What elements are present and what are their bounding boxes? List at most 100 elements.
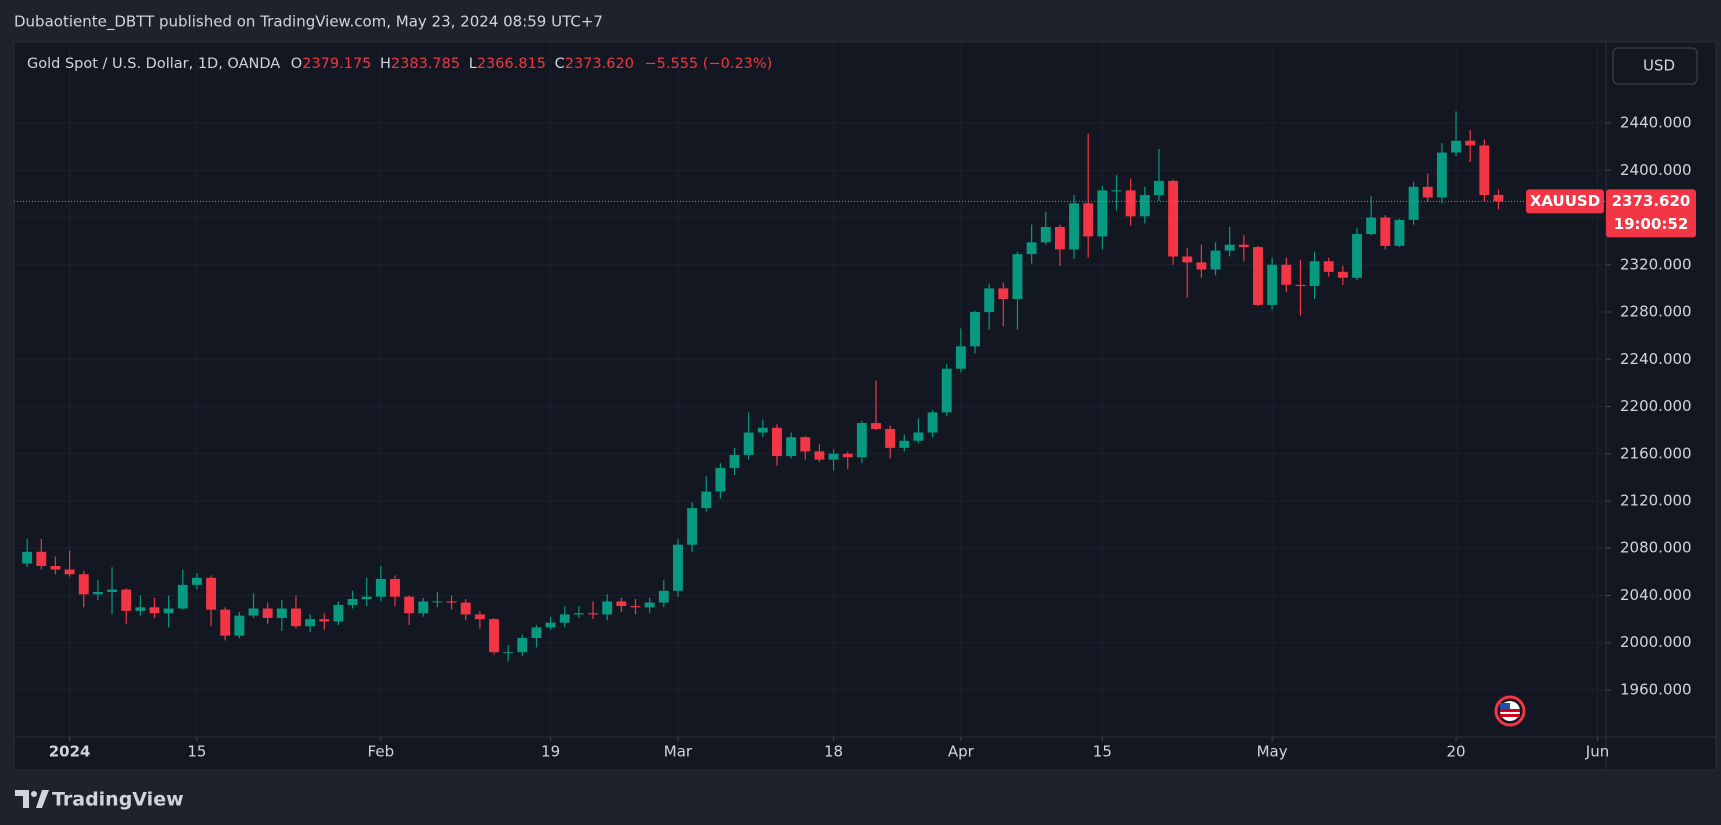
candle-body bbox=[1238, 244, 1249, 248]
candle-body bbox=[1026, 242, 1037, 255]
candle-body bbox=[1352, 234, 1362, 278]
candle-body bbox=[446, 601, 457, 603]
candle-body bbox=[460, 602, 471, 615]
ohlc-label: L bbox=[469, 56, 477, 72]
candle-body bbox=[474, 614, 485, 620]
candle-body bbox=[191, 577, 202, 585]
candle-body bbox=[517, 638, 528, 653]
candle-body bbox=[404, 596, 415, 614]
candle-body bbox=[955, 346, 966, 369]
candle-body bbox=[1253, 247, 1263, 305]
x-tick-label: 2024 bbox=[49, 743, 91, 761]
y-tick-label: 2160.000 bbox=[1620, 444, 1692, 462]
candle-body bbox=[1083, 203, 1094, 237]
y-tick-label: 1960.000 bbox=[1620, 680, 1692, 698]
candle-body bbox=[814, 451, 825, 460]
x-tick-label: 19 bbox=[541, 743, 560, 761]
symbol-title: Gold Spot / U.S. Dollar, 1D, OANDA bbox=[27, 56, 280, 72]
candle-body bbox=[871, 423, 881, 429]
candle-body bbox=[220, 609, 231, 636]
candle-body bbox=[1012, 254, 1023, 300]
ohlc-value: 2366.815 bbox=[477, 56, 546, 72]
candle-body bbox=[333, 604, 344, 622]
candle-body bbox=[1224, 244, 1235, 251]
candle-body bbox=[1069, 203, 1080, 250]
candle-body bbox=[78, 574, 89, 595]
candle-body bbox=[163, 608, 174, 614]
y-tick-label: 2240.000 bbox=[1620, 350, 1692, 368]
candle-body bbox=[701, 491, 712, 509]
candle-body bbox=[1422, 186, 1433, 198]
publisher-header: Dubaotiente_DBTT published on TradingVie… bbox=[14, 13, 603, 32]
candle-body bbox=[927, 412, 938, 433]
candle-body bbox=[842, 453, 853, 458]
symbol-tag: XAUUSD bbox=[1530, 192, 1600, 210]
candle-body bbox=[1054, 226, 1065, 250]
candle-body bbox=[177, 584, 188, 609]
ohlc-label: C bbox=[555, 56, 565, 72]
candle-body bbox=[545, 622, 556, 628]
candle-body bbox=[1465, 140, 1476, 146]
countdown: 19:00:52 bbox=[1614, 215, 1689, 233]
y-tick-label: 2120.000 bbox=[1620, 492, 1692, 510]
candle-body bbox=[432, 601, 443, 603]
change: −5.555 (−0.23%) bbox=[645, 56, 773, 72]
symbol-tag-box bbox=[1526, 189, 1604, 214]
candle-body bbox=[1295, 284, 1306, 287]
candle-body bbox=[121, 589, 132, 611]
x-tick-label: 15 bbox=[1093, 743, 1112, 761]
candle-body bbox=[602, 601, 613, 615]
candle-body bbox=[757, 427, 768, 433]
candle-body bbox=[658, 590, 669, 603]
axes: 1960.000 2000.000 2040.000 2080.000 2120.000… bbox=[49, 114, 1696, 761]
ohlc-label: O bbox=[291, 56, 302, 72]
candle-body bbox=[347, 599, 358, 605]
y-tick-label: 2000.000 bbox=[1620, 633, 1692, 651]
candle-body bbox=[1493, 194, 1504, 202]
candle-body bbox=[503, 652, 514, 654]
grid bbox=[14, 42, 1606, 737]
candle-body bbox=[1139, 195, 1150, 217]
candle-body bbox=[1097, 190, 1108, 237]
candle-body bbox=[984, 288, 995, 313]
ohlc-label: H bbox=[380, 56, 391, 72]
candle-body bbox=[1408, 186, 1419, 220]
candle-body bbox=[319, 619, 330, 622]
candle-body bbox=[772, 427, 782, 457]
candle-body bbox=[1380, 217, 1391, 246]
candle-body bbox=[1281, 264, 1292, 285]
tradingview-logo bbox=[15, 790, 49, 808]
candle-body bbox=[361, 596, 372, 600]
y-tick-label: 2080.000 bbox=[1620, 539, 1692, 557]
candle-body bbox=[1196, 262, 1207, 270]
candle-body bbox=[107, 589, 117, 592]
candle-body bbox=[234, 615, 245, 636]
candle-body bbox=[970, 312, 980, 347]
candle-body bbox=[1309, 261, 1320, 287]
y-tick-label: 2320.000 bbox=[1620, 255, 1692, 273]
x-tick-label: Mar bbox=[664, 743, 693, 761]
chart-pane bbox=[13, 41, 1717, 771]
candle-body bbox=[800, 437, 811, 452]
currency-button-label[interactable]: USD bbox=[1643, 57, 1675, 75]
candle-body bbox=[1040, 226, 1051, 243]
candle-body bbox=[375, 578, 386, 597]
candle-body bbox=[1323, 261, 1334, 272]
candle-body bbox=[1267, 264, 1278, 305]
candle-body bbox=[64, 569, 75, 575]
y-tick-label: 2280.000 bbox=[1620, 303, 1692, 321]
candle-body bbox=[913, 432, 924, 441]
y-tick-label: 2200.000 bbox=[1620, 397, 1692, 415]
candle-body bbox=[1436, 152, 1447, 198]
x-tick-label: 20 bbox=[1446, 743, 1465, 761]
x-tick-label: Apr bbox=[948, 743, 975, 761]
candle-body bbox=[1111, 190, 1122, 192]
candle-body bbox=[50, 565, 61, 570]
candle-body bbox=[531, 627, 542, 639]
y-tick-label: 2440.000 bbox=[1620, 114, 1692, 132]
currency-button[interactable] bbox=[1612, 47, 1698, 85]
candle-body bbox=[573, 613, 584, 615]
candle-body bbox=[588, 613, 599, 615]
